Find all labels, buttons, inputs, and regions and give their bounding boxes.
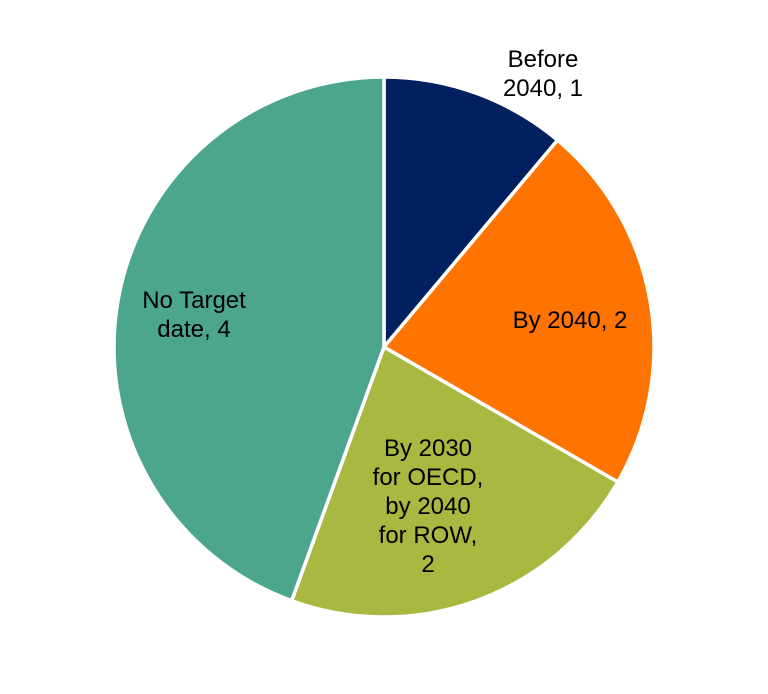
pie-labels: Before 2040, 1 By 2040, 2 By 2030 for OECD, b… bbox=[142, 46, 627, 578]
slice-label-3: By 2030 for OECD, by 2040 for ROW, 2 bbox=[373, 435, 484, 578]
slice-label-line: for OECD, bbox=[373, 464, 484, 491]
slice-label-line: 2 bbox=[421, 551, 434, 578]
slice-label-line: date, 4 bbox=[157, 316, 230, 343]
slice-label-1: Before 2040, 1 bbox=[503, 46, 583, 102]
slice-label-line: by 2040 bbox=[385, 493, 470, 520]
slice-label-4: No Target date, 4 bbox=[142, 287, 246, 343]
pie-slice-2 bbox=[382, 138, 656, 484]
pie-slice-4 bbox=[112, 75, 386, 603]
pie-slice-1 bbox=[382, 75, 560, 349]
pie-slices bbox=[112, 75, 656, 619]
slice-label-line: By 2030 bbox=[384, 435, 472, 462]
slice-label-line: for ROW, bbox=[379, 522, 478, 549]
slice-label-line: 2040, 1 bbox=[503, 75, 583, 102]
pie-slice-3 bbox=[289, 345, 620, 619]
slice-label-2: By 2040, 2 bbox=[513, 307, 628, 334]
slice-label-line: Before bbox=[508, 46, 579, 73]
slice-label-line: By 2040, 2 bbox=[513, 307, 628, 334]
slice-label-line: No Target bbox=[142, 287, 246, 314]
